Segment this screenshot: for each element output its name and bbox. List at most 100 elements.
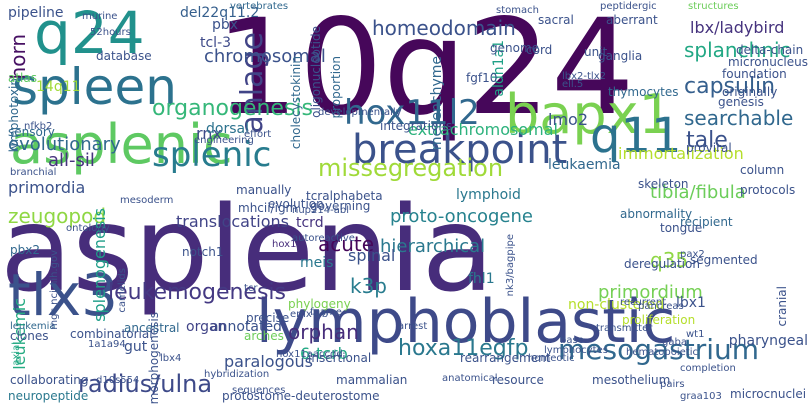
- word: tlx3: [8, 261, 119, 329]
- word: camelids: [117, 268, 128, 313]
- word: splenic: [152, 135, 272, 175]
- word: lymphotoxin: [7, 78, 21, 153]
- word: gut: [124, 339, 148, 355]
- word: leukaemia: [548, 157, 621, 173]
- word: database: [96, 49, 152, 63]
- word: axial: [11, 342, 22, 366]
- word: cranial: [775, 286, 789, 327]
- word: arrest: [398, 321, 428, 332]
- word: nup214-abl: [292, 205, 349, 216]
- word: immortalization: [618, 144, 744, 163]
- word: micronucleus: [727, 55, 808, 69]
- word: dorsal: [206, 121, 249, 137]
- word: del22q11.2: [180, 5, 260, 21]
- word: q11: [590, 108, 682, 164]
- word: tibia/fibula: [650, 182, 746, 203]
- word: organogenesis: [152, 96, 313, 121]
- word: thymocytes: [608, 85, 679, 99]
- word: manually: [236, 183, 292, 197]
- word: lbx1: [676, 295, 706, 311]
- word: pax2: [680, 249, 705, 260]
- word: acute: [318, 232, 375, 256]
- word: leukemia: [10, 321, 56, 332]
- word: leukemogenesis: [108, 280, 286, 305]
- word: protostome-deuterostome: [222, 389, 380, 403]
- word: homeotic: [528, 353, 575, 364]
- word: capsulin: [684, 74, 776, 99]
- word: ell.5: [562, 79, 584, 90]
- word: collaborating: [10, 373, 89, 387]
- word: evolutionary: [8, 134, 121, 155]
- word: searchable: [684, 106, 794, 130]
- word: mesoderm: [120, 195, 174, 206]
- word: column: [740, 163, 785, 177]
- word: breakpoint: [352, 127, 568, 173]
- word: 1a1a94: [88, 339, 126, 350]
- word: emx-1b: [290, 309, 329, 320]
- word: hox11: [272, 239, 303, 250]
- word: radius/ulna: [78, 370, 213, 398]
- word: tale: [686, 128, 728, 153]
- word: nk3/bagpipe: [505, 234, 516, 297]
- word: arches: [244, 329, 284, 343]
- word: deregulation: [624, 257, 700, 271]
- word: originally: [722, 85, 778, 99]
- word: orphan: [288, 320, 359, 344]
- word: lbx/ladybird: [690, 18, 785, 37]
- word: primordium: [598, 282, 703, 303]
- word: combinatorial: [70, 327, 153, 341]
- word: mesothelium: [592, 373, 671, 387]
- word: cord: [526, 43, 553, 57]
- word: tongue: [660, 221, 703, 235]
- word: mesenchyme: [429, 56, 445, 151]
- word: hox11aaccdd: [276, 349, 343, 360]
- word: ontology: [66, 223, 110, 234]
- word: mammalian: [336, 373, 408, 387]
- word: pairs: [660, 379, 685, 390]
- word: cholecystokinin: [289, 56, 303, 150]
- word: annotated: [210, 319, 282, 335]
- word: transmitter: [596, 323, 653, 334]
- word: ganglia: [598, 49, 643, 63]
- word: 6-tcrb: [300, 344, 348, 363]
- word: skeleton: [638, 177, 689, 191]
- word: hox11l2: [344, 93, 480, 133]
- word: 10q24: [215, 0, 635, 145]
- word: k3p: [350, 274, 388, 298]
- word: insertional: [308, 351, 372, 365]
- word: extrachromosomal: [408, 120, 558, 139]
- word: abnormality: [620, 207, 693, 221]
- word: hoxa11egfp: [398, 336, 529, 361]
- word: translocations: [176, 212, 289, 231]
- word: sacral: [538, 13, 574, 27]
- word: tcl-3: [200, 35, 232, 51]
- word: phylogeny: [288, 297, 351, 311]
- word: proliferation: [622, 313, 696, 327]
- word: effort: [244, 129, 272, 140]
- word: hierarchical: [380, 236, 486, 257]
- word: base: [560, 335, 584, 346]
- word: resource: [492, 373, 544, 387]
- word: primordia: [8, 178, 86, 197]
- word: delta-chain: [736, 43, 804, 57]
- word: splanchnic: [684, 38, 791, 62]
- word: aberrant: [606, 13, 658, 27]
- word: vertebrates: [230, 1, 289, 12]
- word: clones: [10, 329, 49, 343]
- word: lymphocytes: [544, 345, 608, 356]
- word: completion: [680, 363, 736, 374]
- word: spleen: [12, 58, 177, 116]
- word: unit: [584, 45, 608, 59]
- word: fpame: [310, 307, 342, 318]
- word: hematopoietic: [626, 347, 698, 358]
- word: foundation: [722, 67, 787, 81]
- word: mgc.nci.nih.gov: [49, 250, 60, 330]
- word: rnx: [196, 124, 222, 143]
- word: mhcii/igm: [238, 201, 298, 215]
- word: tcr: [244, 283, 258, 294]
- word: asplenia: [0, 180, 494, 318]
- word: organ: [186, 319, 227, 335]
- word: structures: [688, 1, 739, 12]
- word: 14q11: [36, 79, 81, 95]
- word: protocols: [740, 183, 796, 197]
